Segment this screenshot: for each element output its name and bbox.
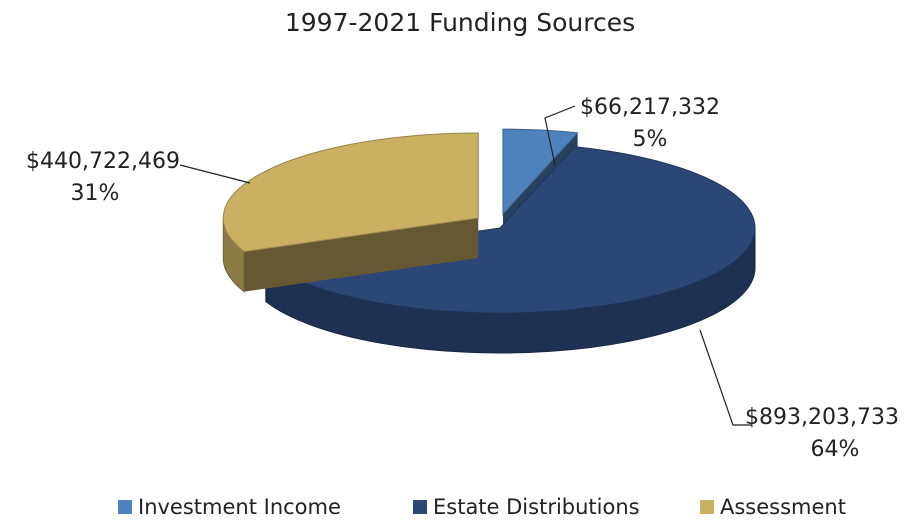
leader-line	[179, 164, 251, 184]
chart-title: 1997-2021 Funding Sources	[285, 8, 635, 37]
slice-top	[264, 146, 756, 314]
legend-label: Investment Income	[138, 495, 341, 519]
legend-label: Assessment	[720, 495, 846, 519]
leader-line	[544, 105, 576, 166]
slice-top	[502, 128, 579, 216]
slice-cut-face	[244, 217, 479, 292]
data-label: $440,722,469	[26, 149, 180, 174]
percent-label: 31%	[71, 181, 120, 206]
slice-top	[222, 132, 479, 253]
legend-swatch	[413, 500, 427, 514]
legend-swatch	[700, 500, 714, 514]
data-label: $66,217,332	[580, 95, 720, 120]
percent-label: 64%	[811, 437, 860, 462]
pie-slice	[222, 132, 479, 293]
data-label: $893,203,733	[745, 405, 899, 430]
legend-label: Estate Distributions	[433, 495, 640, 519]
legend-swatch	[118, 500, 132, 514]
percent-label: 5%	[633, 127, 668, 152]
leader-line	[699, 329, 752, 426]
